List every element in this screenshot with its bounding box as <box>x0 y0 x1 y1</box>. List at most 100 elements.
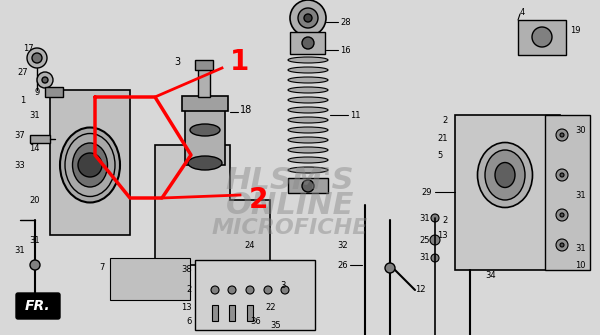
Circle shape <box>78 153 102 177</box>
Text: 21: 21 <box>437 134 448 142</box>
Circle shape <box>264 286 272 294</box>
Text: 14: 14 <box>29 143 40 152</box>
Circle shape <box>556 129 568 141</box>
Circle shape <box>556 169 568 181</box>
Text: 27: 27 <box>17 67 28 76</box>
Text: 31: 31 <box>29 111 40 120</box>
Circle shape <box>302 180 314 192</box>
Circle shape <box>304 14 312 22</box>
Bar <box>110 258 190 300</box>
Bar <box>247 305 253 321</box>
Text: 24: 24 <box>244 241 254 250</box>
Circle shape <box>211 286 219 294</box>
Text: 12: 12 <box>415 285 425 294</box>
Ellipse shape <box>288 127 328 133</box>
Text: 17: 17 <box>23 44 34 53</box>
Text: 9: 9 <box>35 87 40 96</box>
FancyBboxPatch shape <box>16 293 60 319</box>
Text: 2: 2 <box>248 186 268 214</box>
Bar <box>30 135 50 143</box>
Circle shape <box>385 263 395 273</box>
Text: 35: 35 <box>270 322 281 331</box>
Circle shape <box>430 235 440 245</box>
Bar <box>455 115 560 270</box>
Bar <box>518 20 566 55</box>
Circle shape <box>431 214 439 222</box>
Ellipse shape <box>288 107 328 113</box>
Bar <box>185 100 225 165</box>
Text: 32: 32 <box>337 241 347 250</box>
Ellipse shape <box>190 124 220 136</box>
Circle shape <box>302 37 314 49</box>
Text: 5: 5 <box>438 150 443 159</box>
Circle shape <box>290 0 326 36</box>
Circle shape <box>30 260 40 270</box>
Text: 16: 16 <box>340 46 350 55</box>
Bar <box>288 178 328 193</box>
Text: 31: 31 <box>419 254 430 263</box>
Text: 31: 31 <box>14 246 25 255</box>
Circle shape <box>560 173 564 177</box>
Circle shape <box>431 254 439 262</box>
Circle shape <box>27 48 47 68</box>
Text: 3: 3 <box>280 280 286 289</box>
Text: 36: 36 <box>250 318 261 327</box>
Circle shape <box>37 72 53 88</box>
Text: 25: 25 <box>419 236 430 245</box>
Circle shape <box>560 213 564 217</box>
Bar <box>545 115 590 270</box>
Text: 2: 2 <box>443 215 448 224</box>
Ellipse shape <box>288 137 328 143</box>
Text: 1: 1 <box>230 48 250 76</box>
Ellipse shape <box>288 157 328 163</box>
Circle shape <box>298 8 318 28</box>
Bar <box>45 87 63 97</box>
Ellipse shape <box>73 143 107 187</box>
Ellipse shape <box>485 150 525 200</box>
Text: 34: 34 <box>485 270 496 279</box>
Bar <box>195 60 213 70</box>
Text: 29: 29 <box>421 188 432 197</box>
Circle shape <box>556 239 568 251</box>
Text: 28: 28 <box>340 17 350 26</box>
Text: 19: 19 <box>570 25 580 35</box>
Text: 31: 31 <box>575 244 586 253</box>
Text: MICROFICHE: MICROFICHE <box>212 218 368 238</box>
Ellipse shape <box>288 117 328 123</box>
Ellipse shape <box>288 147 328 153</box>
Polygon shape <box>155 145 270 265</box>
Circle shape <box>560 243 564 247</box>
Circle shape <box>560 133 564 137</box>
Ellipse shape <box>288 57 328 63</box>
Text: 3: 3 <box>174 57 180 67</box>
Text: 2: 2 <box>443 116 448 125</box>
Text: 30: 30 <box>575 126 586 134</box>
Circle shape <box>228 286 236 294</box>
Text: HLSM'S: HLSM'S <box>226 165 355 195</box>
Ellipse shape <box>478 142 532 207</box>
Circle shape <box>532 27 552 47</box>
Text: 26: 26 <box>337 261 348 269</box>
Ellipse shape <box>288 167 328 173</box>
Ellipse shape <box>288 67 328 73</box>
Text: 1: 1 <box>20 95 25 105</box>
Ellipse shape <box>288 87 328 93</box>
Text: FR.: FR. <box>25 299 51 313</box>
Circle shape <box>556 209 568 221</box>
Text: 13: 13 <box>437 230 448 240</box>
Text: 31: 31 <box>575 191 586 200</box>
Text: 6: 6 <box>187 318 192 327</box>
Text: 18: 18 <box>240 105 252 115</box>
Text: 10: 10 <box>575 261 586 269</box>
Circle shape <box>281 286 289 294</box>
Bar <box>229 305 235 321</box>
Text: 33: 33 <box>14 160 25 170</box>
Ellipse shape <box>288 77 328 83</box>
Circle shape <box>246 286 254 294</box>
Bar <box>198 65 210 97</box>
Bar <box>195 260 315 330</box>
Text: 31: 31 <box>29 236 40 245</box>
Text: 2: 2 <box>187 285 192 294</box>
Ellipse shape <box>288 97 328 103</box>
Bar <box>182 96 228 111</box>
